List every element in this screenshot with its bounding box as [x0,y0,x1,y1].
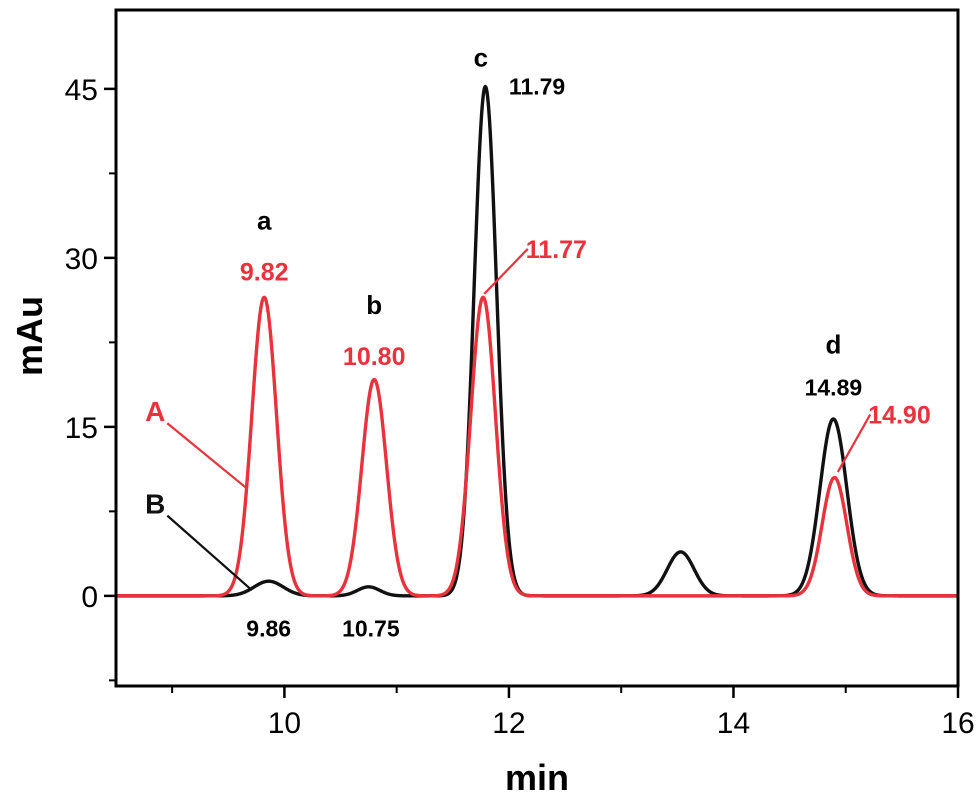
peak-letter-b: b [366,290,382,320]
retention-time-label: 11.77 [526,236,587,264]
x-tick-label: 16 [941,707,974,740]
x-tick-label: 12 [492,707,525,740]
y-tick-label: 0 [81,581,98,614]
plot-frame [114,8,960,688]
peak-letter-d: d [825,330,841,360]
labels: a b c d 9.82 10.80 11.77 14.90 11.79 14.89 9.86 10.… [145,42,931,641]
trace-group [116,84,958,598]
series-label-pointer-line [166,422,249,490]
peak-letter-c: c [474,42,488,72]
retention-time-label: 10.80 [343,343,406,371]
series-label-a: A [145,396,165,427]
plot-content [116,84,958,598]
retention-time-label: 14.89 [805,374,863,400]
axes: 10 12 14 16 0 15 30 45 [65,8,975,740]
y-tick-label: 15 [65,412,98,445]
y-tick-label: 45 [65,74,98,107]
y-tick-label: 30 [65,243,98,276]
x-tick-label: 14 [717,707,750,740]
retention-time-label: 10.75 [342,615,400,641]
series-a-line [116,295,958,598]
series-label-pointer-line [166,514,253,592]
x-tick-label: 10 [268,707,301,740]
retention-time-label: 9.86 [246,615,291,641]
x-axis-title: min [505,757,569,797]
retention-time-label: 14.90 [868,401,931,429]
peak-letter-a: a [257,206,272,236]
retention-time-label: 9.82 [240,258,289,286]
annotation-pointer-line [836,413,872,473]
series-label-b: B [145,489,165,520]
y-axis-title: mAu [9,296,50,376]
retention-time-label: 11.79 [509,74,565,100]
annotation-pointer-line [483,248,529,295]
